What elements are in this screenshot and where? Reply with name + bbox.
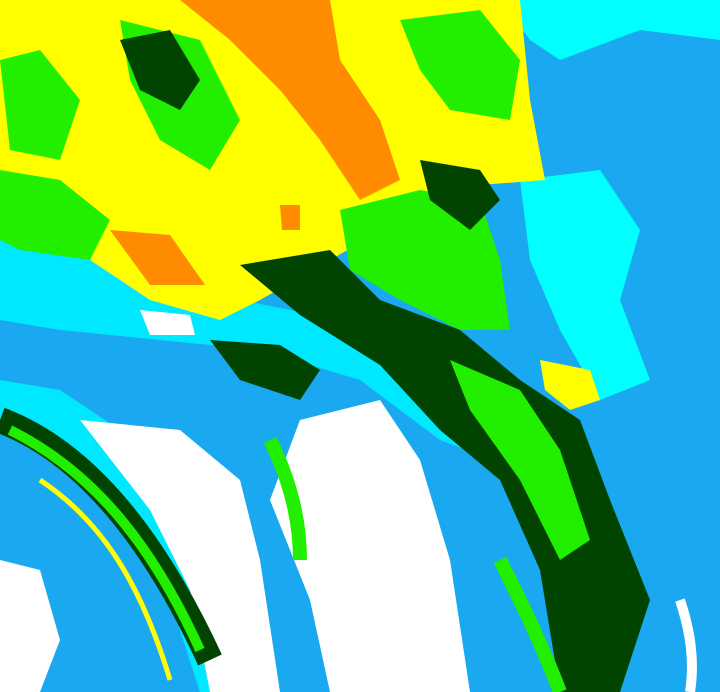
dark-green-patch [210,340,320,400]
green-streak [263,436,307,561]
orange-core [180,0,400,200]
white-streak [675,598,697,692]
dark-green-band [240,250,650,692]
cyan-region [520,170,650,400]
dark-green-patch [120,30,200,110]
green-patch [0,170,110,260]
white-patch [140,310,195,335]
yellow-streak [38,477,173,681]
white-patch [0,560,60,692]
dark-green-patch [420,160,500,230]
green-streak [493,556,567,692]
yellow-blob [540,360,600,410]
orange-core [110,230,205,285]
green-patch [400,10,520,120]
green-streak [450,360,590,560]
green-patch [0,50,80,160]
cyan-region [500,0,720,60]
green-streak [7,425,205,653]
white-region [270,400,470,692]
orange-core [280,205,300,230]
white-region [80,420,280,692]
